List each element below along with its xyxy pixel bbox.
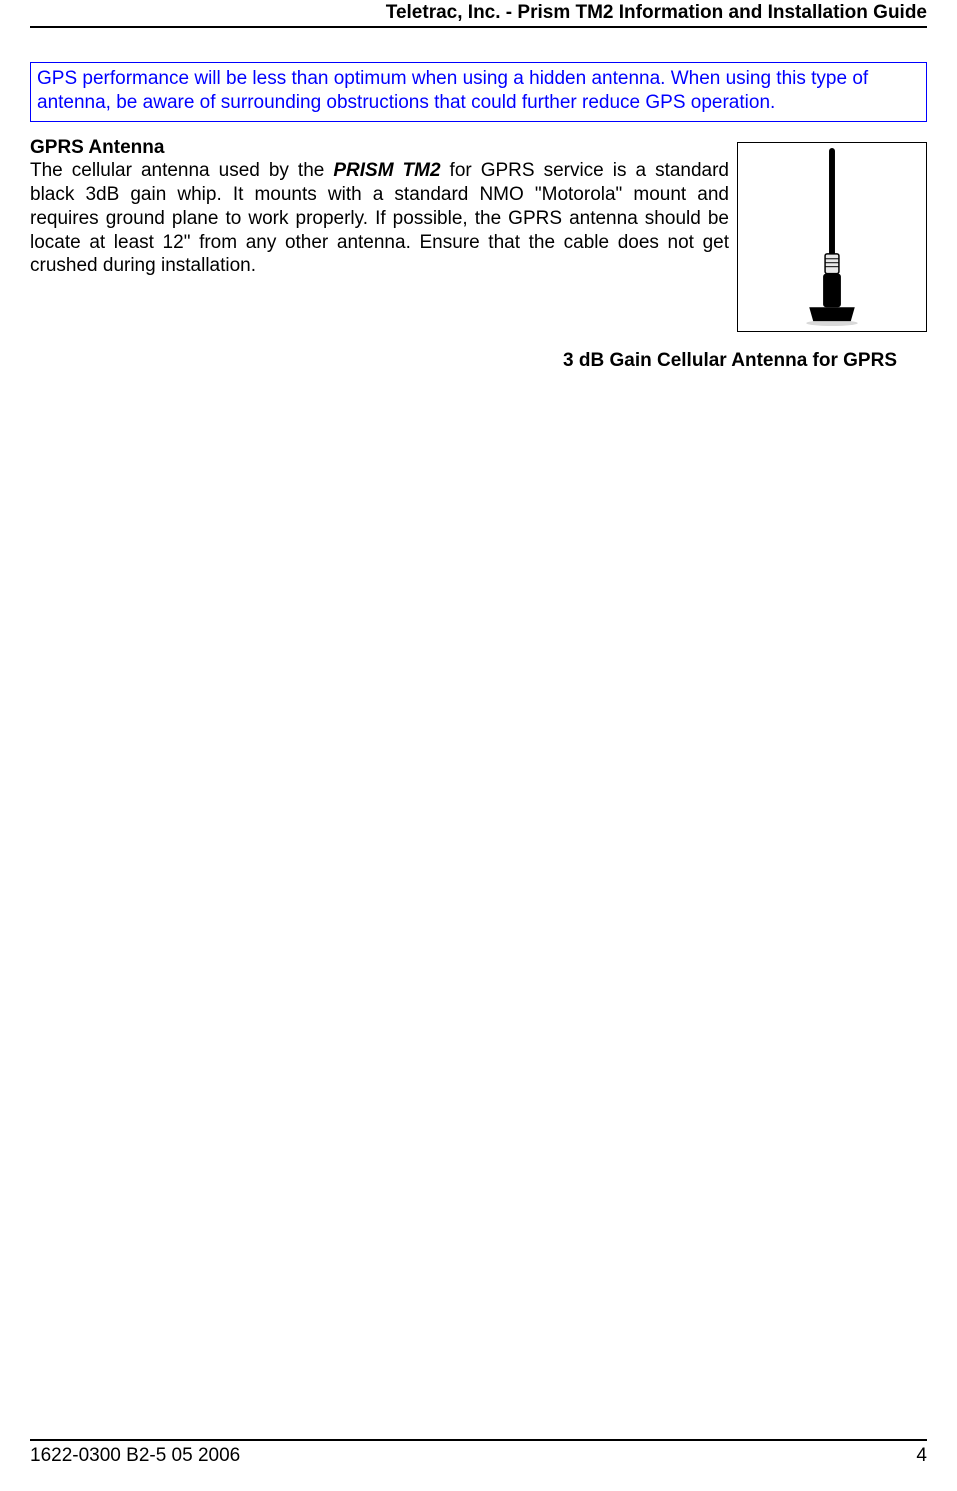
body-pre: The cellular antenna used by the bbox=[30, 160, 333, 181]
footer-row: 1622-0300 B2-5 05 2006 4 bbox=[30, 1445, 927, 1467]
antenna-figure bbox=[737, 142, 927, 332]
footer: 1622-0300 B2-5 05 2006 4 bbox=[30, 1439, 927, 1467]
page: Teletrac, Inc. - Prism TM2 Information a… bbox=[0, 0, 957, 1491]
content-row: GPRS Antenna The cellular antenna used b… bbox=[30, 136, 927, 332]
footer-page-number: 4 bbox=[916, 1445, 927, 1467]
note-box: GPS performance will be less than optimu… bbox=[30, 62, 927, 122]
header-title: Teletrac, Inc. - Prism TM2 Information a… bbox=[30, 0, 927, 26]
header-rule bbox=[30, 26, 927, 28]
footer-rule bbox=[30, 1439, 927, 1441]
text-column: GPRS Antenna The cellular antenna used b… bbox=[30, 136, 729, 279]
antenna-icon bbox=[738, 143, 926, 331]
note-text: GPS performance will be less than optimu… bbox=[37, 68, 868, 113]
figure-caption: 3 dB Gain Cellular Antenna for GPRS bbox=[30, 350, 927, 372]
body-emphasis: PRISM TM2 bbox=[333, 160, 440, 181]
section-heading: GPRS Antenna bbox=[30, 136, 729, 160]
footer-doc-id: 1622-0300 B2-5 05 2006 bbox=[30, 1445, 240, 1467]
